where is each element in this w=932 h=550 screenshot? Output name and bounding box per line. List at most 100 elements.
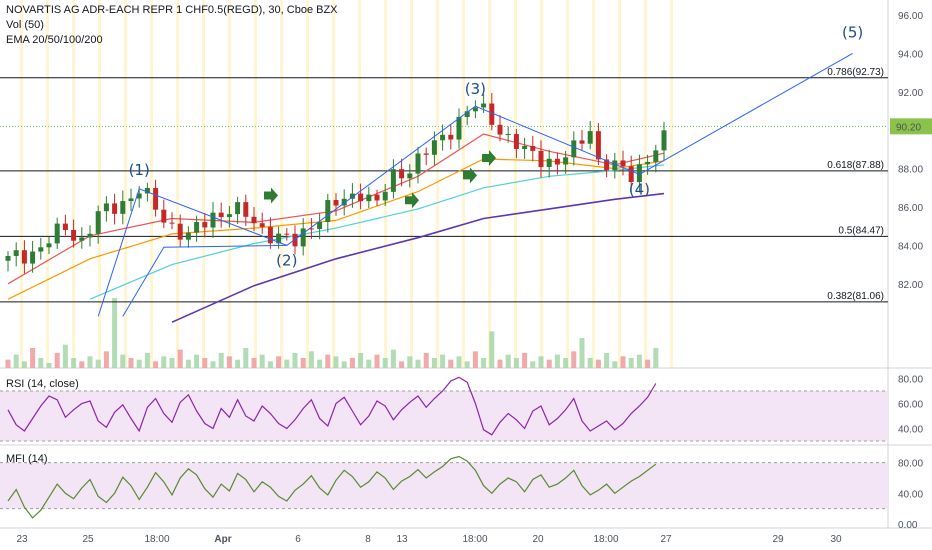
chart-grid	[0, 0, 932, 529]
candle-body	[251, 216, 257, 224]
volume-bar	[54, 353, 60, 368]
volume-bar	[308, 351, 314, 368]
time-axis[interactable]: 23 25 18:00 Apr 6 8 13 18:00 20 18:00 27 29 30	[16, 534, 842, 545]
candle-body	[62, 223, 68, 230]
session-stripe	[150, 0, 153, 368]
candle-body	[440, 134, 446, 141]
time-tick-label: Apr	[214, 534, 231, 545]
session-stripe	[202, 0, 205, 368]
candle-body	[546, 158, 552, 168]
symbol-legend[interactable]: NOVARTIS AG ADR-EACH REPR 1 CHF0.5(REGD)…	[6, 4, 338, 16]
candle-body	[153, 187, 159, 210]
volume-bar	[333, 356, 339, 368]
candlestick-series	[5, 92, 667, 274]
candle-body	[612, 160, 618, 171]
candle-body	[431, 140, 437, 155]
volume-bar	[38, 358, 44, 368]
volume-bar	[325, 354, 331, 368]
session-stripe	[254, 0, 257, 368]
green-arrow-icon	[405, 192, 419, 209]
volume-bar	[349, 358, 355, 368]
volume-bar	[341, 361, 347, 368]
candle-body	[325, 200, 331, 222]
candle-body	[563, 157, 569, 165]
candle-body	[333, 200, 339, 206]
candle-body	[194, 222, 200, 233]
candle-body	[423, 153, 429, 155]
mfi-legend[interactable]: MFI (14)	[6, 453, 48, 465]
candle-body	[456, 117, 462, 140]
candle-body	[399, 169, 405, 179]
ema50-line	[7, 158, 665, 300]
candle-body	[505, 134, 511, 136]
price-tick-label: 86.00	[898, 203, 923, 214]
candle-body	[390, 169, 396, 192]
wave-label: (5)	[842, 23, 863, 41]
volume-bar	[62, 344, 68, 368]
wave-label: (1)	[129, 161, 150, 179]
volume-bars	[5, 298, 659, 368]
candle-body	[243, 202, 249, 217]
volume-bar	[431, 358, 437, 368]
arrow-markers	[264, 150, 496, 209]
wave-channel-line	[122, 244, 287, 317]
volume-bar	[13, 354, 19, 368]
fib-level-label: 0.618(87.88)	[827, 160, 884, 171]
time-tick-label: 23	[16, 534, 28, 545]
elliott-wave-lines[interactable]: (1) (2) (3) (4) (5)	[97, 23, 863, 317]
green-arrow-icon	[482, 150, 496, 167]
mfi-tick-label: 80.00	[898, 459, 923, 470]
elliott-wave-path	[97, 52, 853, 317]
ema-legend[interactable]: EMA 20/50/100/200	[6, 34, 103, 46]
volume-bar	[472, 351, 478, 368]
volume-bar	[538, 356, 544, 368]
candle-body	[579, 140, 585, 144]
volume-bar	[87, 356, 93, 368]
candle-body	[46, 243, 52, 248]
candle-body	[349, 193, 355, 199]
fib-level-label: 0.5(84.47)	[838, 225, 884, 236]
candle-body	[284, 233, 290, 235]
volume-bar	[218, 353, 224, 368]
mfi-tick-label: 40.00	[898, 489, 923, 500]
candle-body	[30, 251, 36, 264]
session-stripe	[488, 0, 491, 368]
rsi-tick-label: 40.00	[898, 425, 923, 436]
session-stripe	[358, 0, 361, 368]
candle-body	[448, 134, 454, 140]
volume-bar	[628, 358, 634, 368]
candle-body	[595, 131, 601, 160]
time-tick-label: 6	[295, 534, 301, 545]
session-stripe	[670, 0, 673, 368]
candle-body	[103, 203, 109, 212]
mfi-pane[interactable]: 80.00 40.00 0.00	[0, 455, 923, 532]
session-stripe	[410, 0, 413, 368]
volume-bar	[382, 358, 388, 368]
volume-bar	[456, 356, 462, 368]
candle-body	[538, 150, 544, 168]
candle-body	[382, 191, 388, 201]
session-stripe	[384, 0, 387, 368]
rsi-legend[interactable]: RSI (14, close)	[6, 378, 79, 390]
price-tick-label: 92.00	[898, 88, 923, 99]
session-stripe	[72, 0, 75, 368]
rsi-pane[interactable]: 80.00 60.00 40.00	[0, 375, 923, 442]
candle-body	[235, 202, 241, 215]
candle-body	[366, 194, 372, 202]
price-axes[interactable]: 96.0094.0092.0090.0088.0086.0084.0082.00…	[890, 11, 932, 291]
session-stripe	[566, 0, 569, 368]
time-tick-label: 25	[82, 534, 94, 545]
candle-body	[276, 233, 282, 244]
candle-body	[218, 212, 224, 218]
volume-bar	[407, 356, 413, 368]
session-stripe	[436, 0, 439, 368]
volume-bar	[177, 349, 183, 368]
volume-legend[interactable]: Vol (50)	[6, 19, 44, 31]
mfi-band	[0, 462, 888, 509]
candle-body	[292, 233, 298, 247]
time-tick-label: 18:00	[144, 534, 169, 545]
session-stripe	[124, 0, 127, 368]
candle-body	[87, 233, 93, 238]
candle-body	[472, 107, 478, 112]
